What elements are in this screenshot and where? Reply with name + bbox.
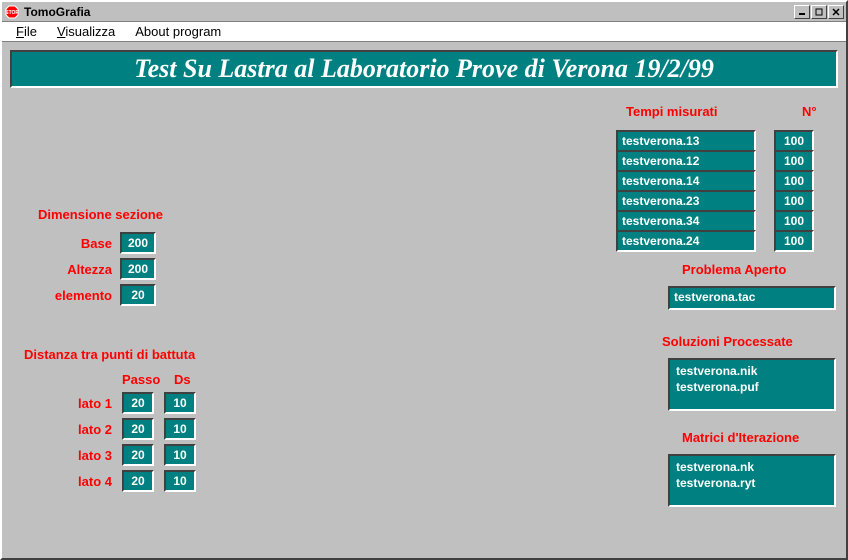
lato2-passo[interactable]: 20: [122, 418, 154, 440]
lato4-label: lato 4: [20, 474, 112, 489]
tempi1-name[interactable]: testverona.13: [616, 130, 756, 152]
soluzioni-box[interactable]: testverona.nik testverona.puf: [668, 358, 836, 411]
menu-file[interactable]: File: [6, 22, 47, 41]
tempi4-name[interactable]: testverona.23: [616, 190, 756, 212]
close-button[interactable]: [828, 5, 844, 19]
tempi-n-heading: N°: [802, 104, 817, 119]
col-passo: Passo: [122, 372, 160, 387]
dim-row-elemento: elemento 20: [12, 284, 156, 306]
app-window: STOP TomoGrafia File Visualizza About pr…: [0, 0, 848, 560]
altezza-value[interactable]: 200: [120, 258, 156, 280]
dim-row-base: Base 200: [12, 232, 156, 254]
tempi-row-5: testverona.34 100: [616, 210, 814, 232]
dist-row-4: lato 4 20 10: [20, 470, 196, 492]
elemento-value[interactable]: 20: [120, 284, 156, 306]
soluzioni-line2: testverona.puf: [676, 380, 828, 396]
lato4-passo[interactable]: 20: [122, 470, 154, 492]
titlebar: STOP TomoGrafia: [2, 2, 846, 22]
lato3-label: lato 3: [20, 448, 112, 463]
lato2-ds[interactable]: 10: [164, 418, 196, 440]
soluzioni-heading: Soluzioni Processate: [662, 334, 793, 349]
lato1-label: lato 1: [20, 396, 112, 411]
dist-row-1: lato 1 20 10: [20, 392, 196, 414]
maximize-button[interactable]: [811, 5, 827, 19]
tempi-heading: Tempi misurati: [626, 104, 718, 119]
lato4-ds[interactable]: 10: [164, 470, 196, 492]
tempi3-name[interactable]: testverona.14: [616, 170, 756, 192]
tempi6-n: 100: [774, 230, 814, 252]
window-controls: [794, 5, 844, 19]
svg-text:STOP: STOP: [5, 10, 19, 16]
problema-value[interactable]: testverona.tac: [668, 286, 836, 310]
lato2-label: lato 2: [20, 422, 112, 437]
dim-row-altezza: Altezza 200: [12, 258, 156, 280]
dimensione-heading: Dimensione sezione: [38, 207, 163, 222]
base-value[interactable]: 200: [120, 232, 156, 254]
tempi5-n: 100: [774, 210, 814, 232]
matrici-heading: Matrici d'Iterazione: [682, 430, 799, 445]
page-title: Test Su Lastra al Laboratorio Prove di V…: [10, 50, 838, 88]
menu-visualizza[interactable]: Visualizza: [47, 22, 125, 41]
tempi-row-3: testverona.14 100: [616, 170, 814, 192]
window-title: TomoGrafia: [24, 5, 794, 19]
tempi-row-6: testverona.24 100: [616, 230, 814, 252]
distanza-heading: Distanza tra punti di battuta: [24, 347, 195, 362]
lato1-ds[interactable]: 10: [164, 392, 196, 414]
app-icon: STOP: [4, 4, 20, 20]
minimize-button[interactable]: [794, 5, 810, 19]
soluzioni-line1: testverona.nik: [676, 364, 828, 380]
problema-heading: Problema Aperto: [682, 262, 786, 277]
tempi6-name[interactable]: testverona.24: [616, 230, 756, 252]
tempi-row-4: testverona.23 100: [616, 190, 814, 212]
tempi-row-2: testverona.12 100: [616, 150, 814, 172]
base-label: Base: [12, 236, 112, 251]
tempi3-n: 100: [774, 170, 814, 192]
tempi5-name[interactable]: testverona.34: [616, 210, 756, 232]
menubar: File Visualizza About program: [2, 22, 846, 42]
elemento-label: elemento: [12, 288, 112, 303]
tempi-row-1: testverona.13 100: [616, 130, 814, 152]
lato3-passo[interactable]: 20: [122, 444, 154, 466]
menu-about[interactable]: About program: [125, 22, 231, 41]
matrici-line2: testverona.ryt: [676, 476, 828, 492]
dist-row-2: lato 2 20 10: [20, 418, 196, 440]
lato1-passo[interactable]: 20: [122, 392, 154, 414]
altezza-label: Altezza: [12, 262, 112, 277]
tempi4-n: 100: [774, 190, 814, 212]
col-ds: Ds: [174, 372, 191, 387]
matrici-line1: testverona.nk: [676, 460, 828, 476]
tempi2-name[interactable]: testverona.12: [616, 150, 756, 172]
tempi2-n: 100: [774, 150, 814, 172]
content: Dimensione sezione Base 200 Altezza 200 …: [2, 92, 846, 558]
lato3-ds[interactable]: 10: [164, 444, 196, 466]
matrici-box[interactable]: testverona.nk testverona.ryt: [668, 454, 836, 507]
tempi1-n: 100: [774, 130, 814, 152]
dist-row-3: lato 3 20 10: [20, 444, 196, 466]
